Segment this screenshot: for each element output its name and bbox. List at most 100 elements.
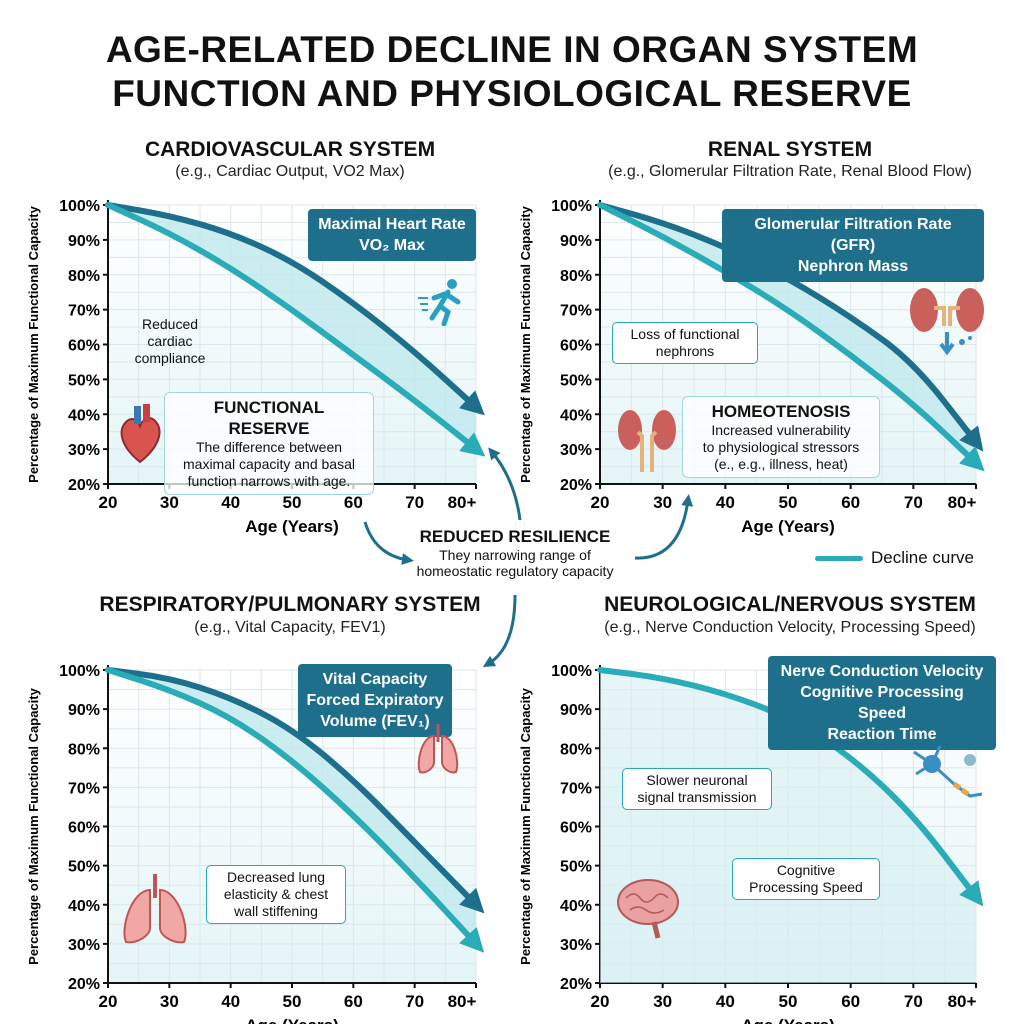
cardio-x-tick-label: 40 [221, 493, 240, 512]
renal-y-tick-label: 80% [560, 268, 592, 285]
neuro-x-tick-label: 60 [841, 992, 860, 1011]
resp-x-tick-label: 50 [283, 992, 302, 1011]
resp-y-tick-label: 40% [68, 898, 100, 915]
lungs-icon-small [417, 724, 459, 774]
neuro-x-tick-label: 40 [716, 992, 735, 1011]
neuro-y-tick-label: 40% [560, 898, 592, 915]
resp-y-tick-label: 100% [59, 663, 100, 680]
neuron-icon [913, 745, 983, 798]
resp-decline-curve [105, 667, 485, 953]
resp-y-tick-label: 20% [68, 976, 100, 993]
resp-x-tick-label: 40 [221, 992, 240, 1011]
neuro-y-tick-label: 70% [560, 780, 592, 797]
heart-icon [120, 404, 161, 464]
renal-y-tick-label: 100% [551, 198, 592, 215]
resilience-title: REDUCED RESILIENCE [419, 527, 611, 546]
legend: Decline curve [815, 548, 974, 568]
neuro-title: NEUROLOGICAL/NERVOUS SYSTEM [604, 593, 976, 616]
cardio-x-axis-label: Age (Years) [245, 517, 339, 536]
resp-y-tick-label: 70% [68, 780, 100, 797]
renal-y-tick-label: 90% [560, 233, 592, 250]
resp-y-tick-label: 30% [68, 937, 100, 954]
cardio-x-tick-label: 50 [283, 493, 302, 512]
resp-x-tick-label: 70 [405, 992, 424, 1011]
renal-x-tick-label: 30 [653, 493, 672, 512]
cardio-callout: Maximal Heart Rate VO₂ Max [308, 209, 476, 261]
resilience-text-2: homeostatic regulatory capacity [416, 563, 614, 579]
cardio-x-tick-label: 70 [405, 493, 424, 512]
lungs-icon [123, 874, 187, 944]
neuro-y-tick-label: 60% [560, 820, 592, 837]
cardio-note: Reduced cardiac compliance [134, 316, 206, 366]
neuro-x-tick-label: 70 [904, 992, 923, 1011]
cardio-x-tick-label: 80+ [448, 493, 477, 512]
neuro-x-tick-label: 80+ [948, 992, 977, 1011]
neuro-y-tick-label: 100% [551, 663, 592, 680]
neuro-y-axis-label: Percentage of Maximum Functional Capacit… [518, 687, 533, 964]
resp-x-tick-label: 20 [99, 992, 118, 1011]
neuro-x-tick-label: 20 [591, 992, 610, 1011]
cardio-y-axis-label: Percentage of Maximum Functional Capacit… [26, 205, 41, 482]
cardio-y-tick-label: 90% [68, 233, 100, 250]
cardio-x-tick-label: 30 [160, 493, 179, 512]
resp-x-tick-label: 80+ [448, 992, 477, 1011]
neuro-y-tick-label: 50% [560, 859, 592, 876]
cardio-y-tick-label: 100% [59, 198, 100, 215]
title-line-2: FUNCTION AND PHYSIOLOGICAL RESERVE [112, 73, 912, 114]
neuro-y-tick-label: 90% [560, 702, 592, 719]
cardio-y-tick-label: 50% [68, 372, 100, 389]
running-person-icon [418, 279, 461, 326]
resp-y-tick-label: 60% [68, 820, 100, 837]
kidney-filtration-icon [910, 288, 984, 356]
renal-x-tick-label: 20 [591, 493, 610, 512]
cardio-y-tick-label: 70% [68, 303, 100, 320]
renal-y-tick-label: 20% [560, 477, 592, 494]
cardio-x-tick-label: 60 [344, 493, 363, 512]
renal-note: Loss of functional nephrons [612, 322, 758, 364]
renal-x-tick-label: 60 [841, 493, 860, 512]
renal-x-tick-label: 50 [779, 493, 798, 512]
resp-x-tick-label: 30 [160, 992, 179, 1011]
cardio-y-tick-label: 60% [68, 338, 100, 355]
homeotenosis-box: HOMEOTENOSIS Increased vulnerability to p… [682, 396, 880, 478]
brain-icon [617, 879, 679, 939]
title-line-1: AGE-RELATED DECLINE IN ORGAN SYSTEM [105, 29, 919, 70]
cardio-y-tick-label: 20% [68, 477, 100, 494]
resp-upper-curve [105, 667, 485, 914]
kidneys-icon [618, 410, 676, 472]
renal-y-tick-label: 30% [560, 442, 592, 459]
resilience-arrows [363, 447, 694, 668]
cardio-x-tick-label: 20 [99, 493, 118, 512]
neuro-x-tick-label: 30 [653, 992, 672, 1011]
resp-y-axis-label: Percentage of Maximum Functional Capacit… [26, 687, 41, 964]
resp-callout: Vital Capacity Forced Expiratory Volume (F… [298, 664, 452, 737]
neuro-x-axis-label: Age (Years) [741, 1016, 835, 1024]
renal-y-tick-label: 70% [560, 303, 592, 320]
legend-swatch [815, 555, 863, 561]
cardio-title: CARDIOVASCULAR SYSTEM [144, 138, 436, 161]
neuro-x-tick-label: 50 [779, 992, 798, 1011]
renal-x-axis-label: Age (Years) [741, 517, 835, 536]
resp-subtitle: (e.g., Vital Capacity, FEV1) [194, 619, 386, 636]
cardio-y-tick-label: 40% [68, 407, 100, 424]
renal-x-tick-label: 40 [716, 493, 735, 512]
legend-label: Decline curve [871, 548, 974, 567]
renal-decline-curve [597, 202, 985, 472]
neuro-y-tick-label: 20% [560, 976, 592, 993]
renal-y-tick-label: 50% [560, 372, 592, 389]
neuro-callout: Nerve Conduction Velocity Cognitive Proce… [768, 656, 996, 750]
resp-y-tick-label: 90% [68, 702, 100, 719]
neuro-y-tick-label: 80% [560, 741, 592, 758]
renal-subtitle: (e.g., Glomerular Filtration Rate, Renal… [608, 163, 972, 180]
neuro-subtitle: (e.g., Nerve Conduction Velocity, Proces… [604, 619, 976, 636]
cardio-subtitle: (e.g., Cardiac Output, VO2 Max) [175, 163, 405, 180]
cardio-decline-curve [105, 202, 486, 457]
neuro-decline-curve [597, 667, 984, 907]
cardio-upper-curve [105, 202, 485, 416]
neuro-y-tick-label: 30% [560, 937, 592, 954]
neuro-note-2: Cognitive Processing Speed [732, 858, 880, 900]
renal-title: RENAL SYSTEM [707, 138, 873, 161]
renal-y-axis-label: Percentage of Maximum Functional Capacit… [518, 205, 533, 482]
resp-y-tick-label: 80% [68, 741, 100, 758]
resp-note: Decreased lung elasticity & chest wall s… [206, 865, 346, 924]
